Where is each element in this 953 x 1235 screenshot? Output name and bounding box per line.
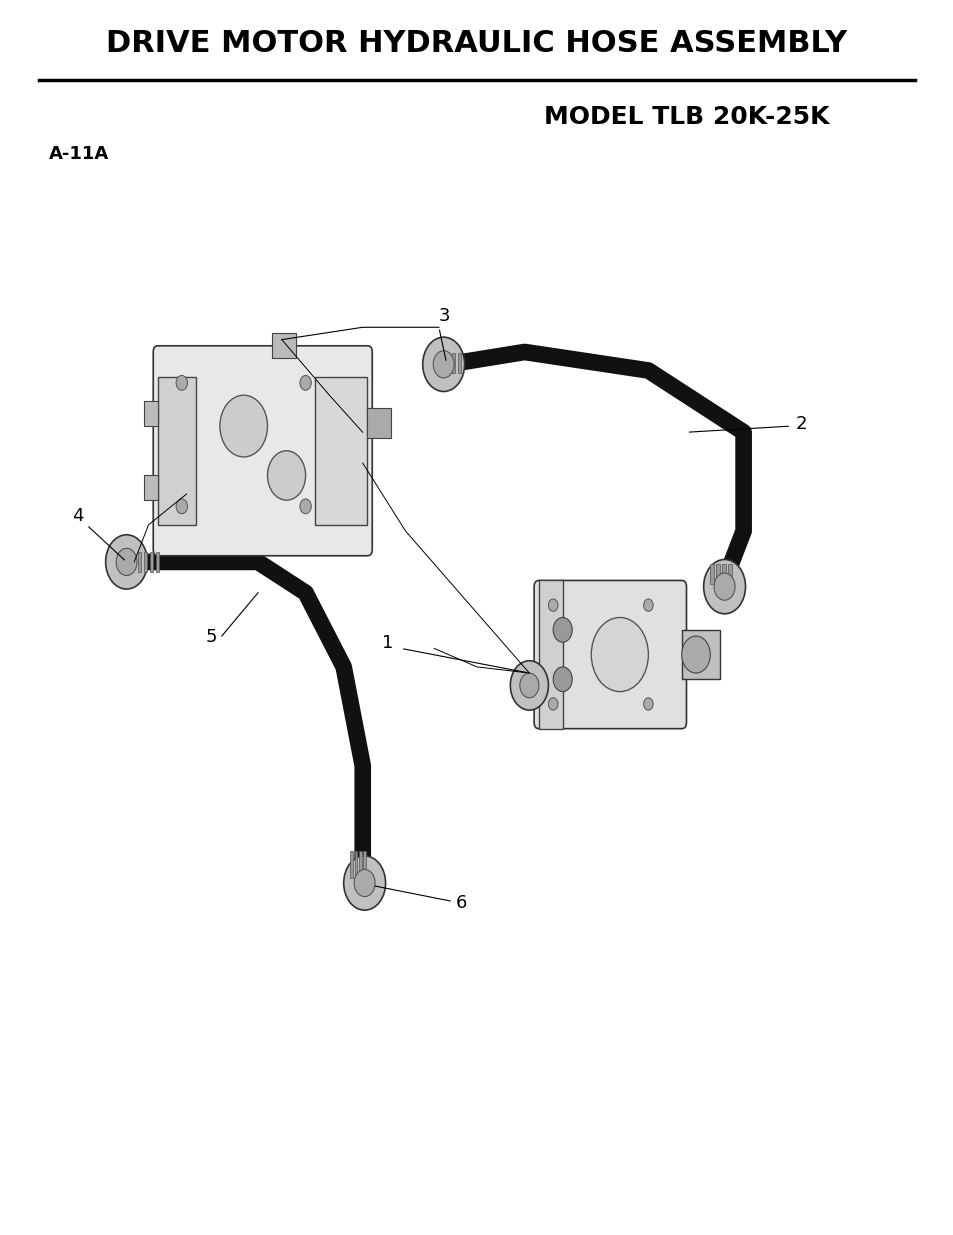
Bar bbox=[155, 552, 159, 572]
Text: 6: 6 bbox=[456, 894, 467, 911]
Text: 4: 4 bbox=[72, 508, 84, 525]
Circle shape bbox=[643, 698, 653, 710]
Bar bbox=[716, 564, 719, 584]
Bar bbox=[144, 552, 148, 572]
Bar bbox=[538, 580, 562, 729]
Circle shape bbox=[220, 395, 267, 457]
Bar bbox=[144, 475, 158, 500]
Bar bbox=[710, 564, 713, 584]
Bar bbox=[439, 353, 443, 373]
Circle shape bbox=[299, 375, 311, 390]
Circle shape bbox=[548, 599, 558, 611]
Circle shape bbox=[510, 661, 548, 710]
Bar bbox=[144, 401, 158, 426]
FancyBboxPatch shape bbox=[153, 346, 372, 556]
Text: 3: 3 bbox=[438, 308, 450, 325]
Circle shape bbox=[354, 869, 375, 897]
Bar bbox=[158, 377, 196, 525]
Bar bbox=[138, 552, 141, 572]
Circle shape bbox=[714, 573, 734, 600]
Text: 1: 1 bbox=[381, 635, 393, 652]
Circle shape bbox=[106, 535, 148, 589]
FancyBboxPatch shape bbox=[534, 580, 686, 729]
Circle shape bbox=[422, 337, 464, 391]
Bar bbox=[355, 851, 356, 878]
Bar bbox=[367, 408, 391, 438]
Text: MODEL TLB 20K-25K: MODEL TLB 20K-25K bbox=[543, 105, 828, 130]
Circle shape bbox=[553, 618, 572, 642]
Circle shape bbox=[643, 599, 653, 611]
Text: 2: 2 bbox=[795, 415, 806, 432]
Circle shape bbox=[591, 618, 648, 692]
Circle shape bbox=[343, 856, 385, 910]
Circle shape bbox=[267, 451, 305, 500]
Bar bbox=[452, 353, 455, 373]
Bar bbox=[457, 353, 461, 373]
Bar bbox=[314, 377, 367, 525]
Bar bbox=[363, 851, 366, 878]
Circle shape bbox=[548, 698, 558, 710]
Circle shape bbox=[299, 499, 311, 514]
Text: A-11A: A-11A bbox=[49, 146, 109, 163]
Circle shape bbox=[553, 667, 572, 692]
Bar bbox=[445, 353, 449, 373]
Bar bbox=[727, 564, 731, 584]
Bar bbox=[150, 552, 153, 572]
Circle shape bbox=[116, 548, 137, 576]
Circle shape bbox=[519, 673, 538, 698]
Bar bbox=[272, 333, 295, 358]
Circle shape bbox=[681, 636, 710, 673]
Circle shape bbox=[176, 375, 188, 390]
Text: DRIVE MOTOR HYDRAULIC HOSE ASSEMBLY: DRIVE MOTOR HYDRAULIC HOSE ASSEMBLY bbox=[107, 28, 846, 58]
Text: 5: 5 bbox=[206, 629, 217, 646]
Bar bbox=[681, 630, 720, 679]
Bar bbox=[358, 851, 361, 878]
Bar bbox=[721, 564, 725, 584]
Bar bbox=[350, 851, 353, 878]
Circle shape bbox=[176, 499, 188, 514]
Circle shape bbox=[703, 559, 744, 614]
Circle shape bbox=[433, 351, 454, 378]
